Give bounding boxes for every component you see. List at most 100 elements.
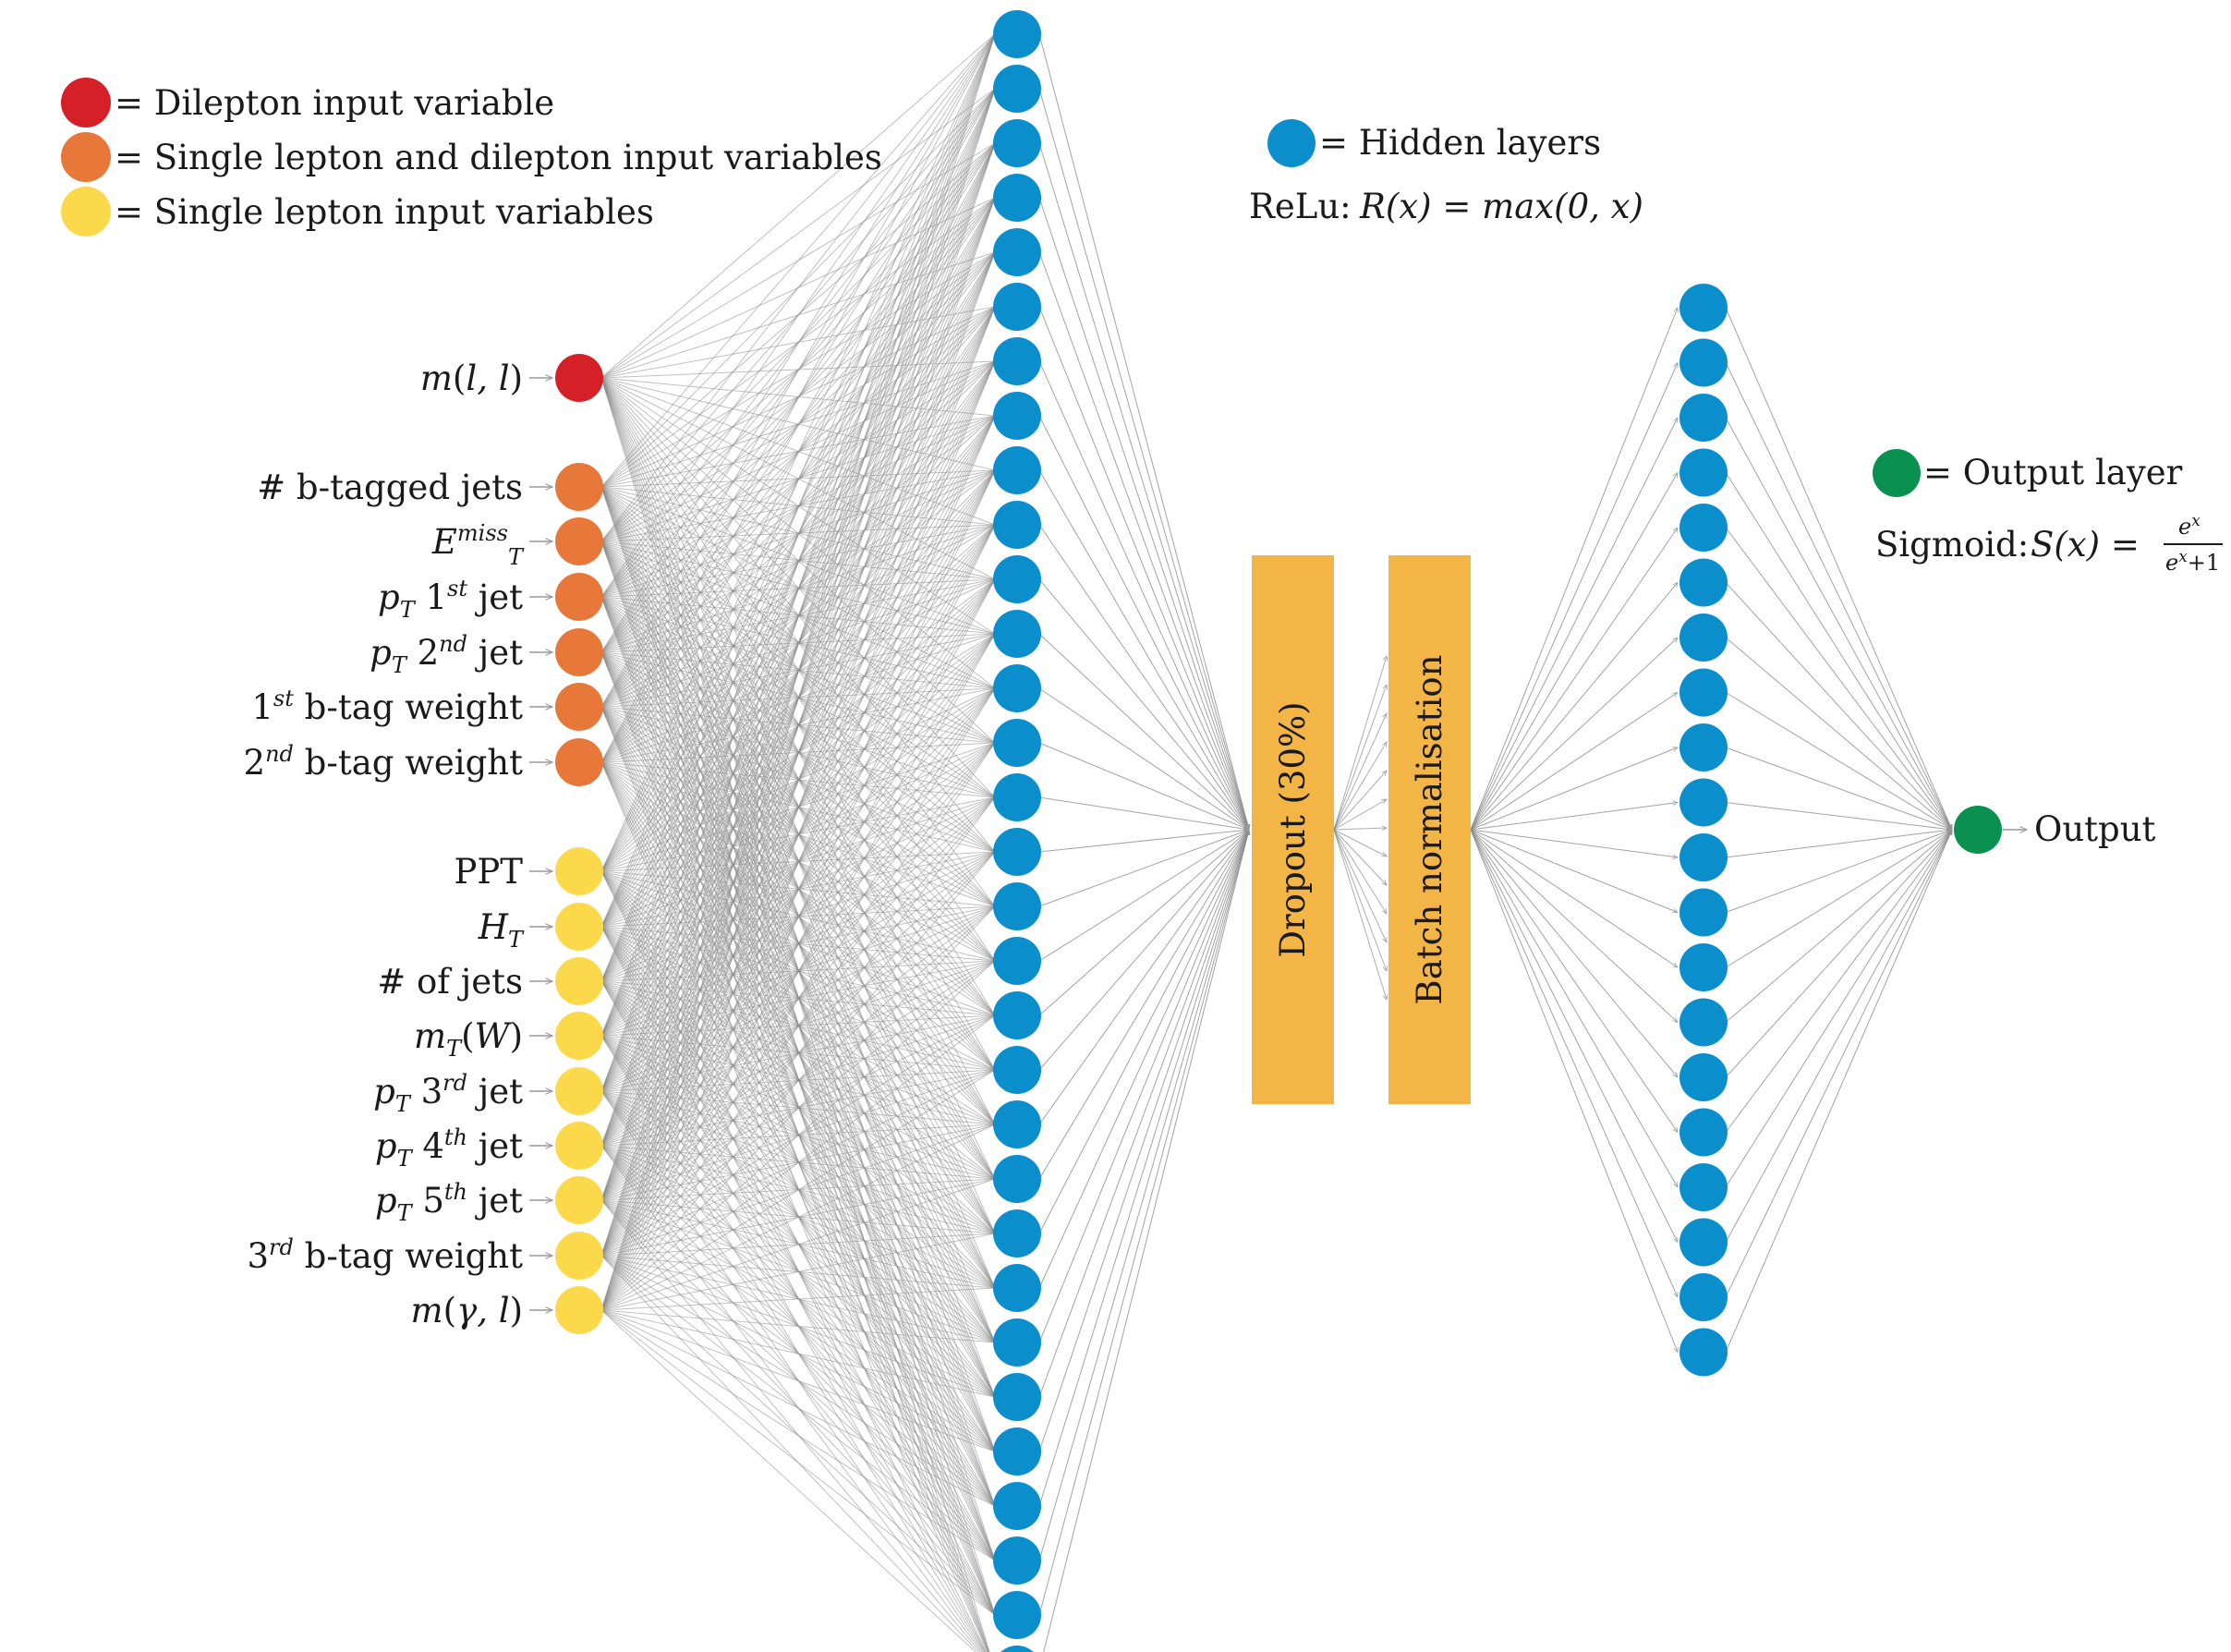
edge-batchnorm-hidden2-1 [1470, 363, 1679, 831]
edge-input-15-hidden1-10 [600, 578, 996, 1311]
edge-hidden1-1-dropout [1038, 88, 1249, 830]
relu-formula: R(x) = max(0, x) [1359, 187, 1643, 226]
legend-inputs: = Dilepton input variable = Single lepto… [61, 78, 882, 237]
hidden1-node-6 [993, 337, 1041, 385]
edge-hidden1-2-dropout [1038, 142, 1249, 830]
edge-input-1-hidden1-0 [600, 33, 996, 488]
hidden-layer-1 [993, 10, 1041, 1652]
edge-hidden1-5-dropout [1038, 306, 1249, 830]
edge-input-0-hidden1-1 [600, 88, 996, 379]
edge-input-6-hidden1-1 [600, 88, 996, 763]
hidden1-node-9 [993, 501, 1041, 549]
edge-input-15-hidden1-24 [600, 1309, 996, 1343]
legend-dilepton-label: = Dilepton input variable [115, 83, 554, 123]
relu-label: ReLu: [1249, 187, 1352, 226]
hidden2-node-12 [1679, 943, 1728, 991]
edge-hidden1-14-dropout [1038, 796, 1249, 830]
batchnorm-block: Batch normalisation [1388, 555, 1471, 1104]
hidden1-node-1 [993, 65, 1041, 113]
input-label-7: PPT [455, 852, 524, 892]
edge-hidden2-11-output [1725, 830, 1952, 913]
hidden1-node-25 [993, 1373, 1041, 1421]
hidden2-node-7 [1679, 668, 1728, 717]
edge-input-15-hidden1-22 [600, 1233, 996, 1311]
edge-batchnorm-hidden2-6 [1470, 638, 1678, 831]
edge-hidden1-4-dropout [1038, 251, 1249, 830]
input-label-13: pT 5th jet [375, 1179, 523, 1226]
edge-input-15-hidden1-18 [600, 1014, 996, 1311]
edge-input-15-hidden1-19 [600, 1069, 996, 1311]
hidden1-node-17 [993, 937, 1041, 985]
legend-output: = Output layer Sigmoid: S(x) = ex ex+1 [1873, 449, 2223, 576]
edge-batchnorm-hidden2-17 [1470, 829, 1679, 1243]
edge-input-15-hidden1-27 [600, 1309, 996, 1507]
hidden1-node-19 [993, 1046, 1041, 1094]
hidden1-node-20 [993, 1100, 1041, 1148]
input-label-9: # of jets [377, 962, 523, 1002]
hidden2-node-15 [1679, 1108, 1728, 1157]
edge-hidden1-17-dropout [1038, 830, 1249, 962]
edge-batchnorm-hidden2-8 [1470, 747, 1678, 831]
edge-hidden2-16-output [1725, 830, 1952, 1188]
input-arrows [529, 378, 552, 1310]
edge-hidden2-19-output [1725, 830, 1953, 1353]
hidden2-node-9 [1679, 778, 1728, 827]
hidden1-node-16 [993, 882, 1041, 930]
input-node-10 [555, 1012, 603, 1060]
input-label-4: pT 2nd jet [370, 631, 523, 678]
edge-input-4-hidden1-0 [600, 33, 996, 653]
input-node-4 [555, 628, 603, 676]
hidden2-node-1 [1679, 338, 1728, 387]
edge-input-15-hidden1-21 [600, 1178, 996, 1311]
edge-hidden1-22-dropout [1038, 830, 1250, 1234]
edge-hidden2-3-output [1725, 472, 1952, 831]
input-node-15 [555, 1286, 603, 1334]
edge-input-14-hidden1-0 [600, 33, 996, 1257]
hidden2-node-10 [1679, 833, 1728, 881]
input-node-11 [555, 1067, 603, 1115]
edge-input-15-hidden1-11 [600, 633, 996, 1311]
edge-batchnorm-hidden2-7 [1470, 693, 1678, 831]
edge-hidden1-29-dropout [1038, 830, 1249, 1616]
edge-input-15-hidden1-1 [600, 88, 996, 1311]
edge-hidden1-7-dropout [1038, 415, 1250, 830]
hidden2-node-11 [1679, 888, 1728, 937]
edge-hidden1-13-dropout [1038, 742, 1249, 830]
input-label-12: pT 4th jet [375, 1124, 523, 1172]
input-labels: m(l, l) # b-tagged jets EmissT pT 1st jet pT… [244, 358, 525, 1330]
hidden2-node-13 [1679, 998, 1728, 1047]
hidden2-node-4 [1679, 504, 1728, 552]
edge-batchnorm-hidden2-13 [1470, 829, 1678, 1023]
edge-dropout-batchnorm-1 [1333, 685, 1387, 831]
hidden1-node-7 [993, 392, 1041, 440]
edge-dropout-batchnorm-8 [1333, 829, 1387, 885]
edge-dropout-batchnorm-7 [1333, 829, 1387, 857]
edge-input-15-hidden1-28 [600, 1309, 996, 1561]
hidden-layer-2 [1679, 284, 1728, 1377]
hidden1-node-23 [993, 1264, 1041, 1312]
edge-input-11-hidden1-0 [600, 33, 996, 1092]
hidden1-node-22 [993, 1209, 1041, 1257]
input-label-11: pT 3rd jet [373, 1070, 523, 1117]
input-to-hidden1-connections [600, 33, 996, 1652]
hidden2-node-17 [1679, 1218, 1728, 1267]
dropout-label: Dropout (30%) [1273, 701, 1313, 957]
edge-input-5-hidden1-0 [600, 33, 996, 708]
legend-output-label: = Output layer [1923, 453, 2183, 492]
edge-input-15-hidden1-4 [600, 251, 996, 1311]
legend-single-marker [61, 187, 111, 237]
edge-batchnorm-hidden2-19 [1470, 829, 1678, 1353]
hidden2-node-6 [1679, 613, 1728, 662]
output-label: Output [2034, 809, 2156, 849]
edge-batchnorm-hidden2-16 [1470, 829, 1678, 1187]
batchnorm-rect [1388, 555, 1471, 1104]
legend-output-marker [1873, 449, 1921, 497]
input-node-14 [555, 1232, 603, 1280]
edge-input-8-hidden1-0 [600, 33, 996, 928]
dropout-block: Dropout (30%) [1252, 555, 1334, 1104]
edge-input-10-hidden1-0 [600, 33, 996, 1037]
edge-hidden1-21-dropout [1038, 830, 1249, 1180]
edge-dropout-batchnorm-2 [1333, 713, 1388, 831]
hidden1-node-0 [993, 10, 1041, 58]
input-layer [555, 354, 603, 1334]
